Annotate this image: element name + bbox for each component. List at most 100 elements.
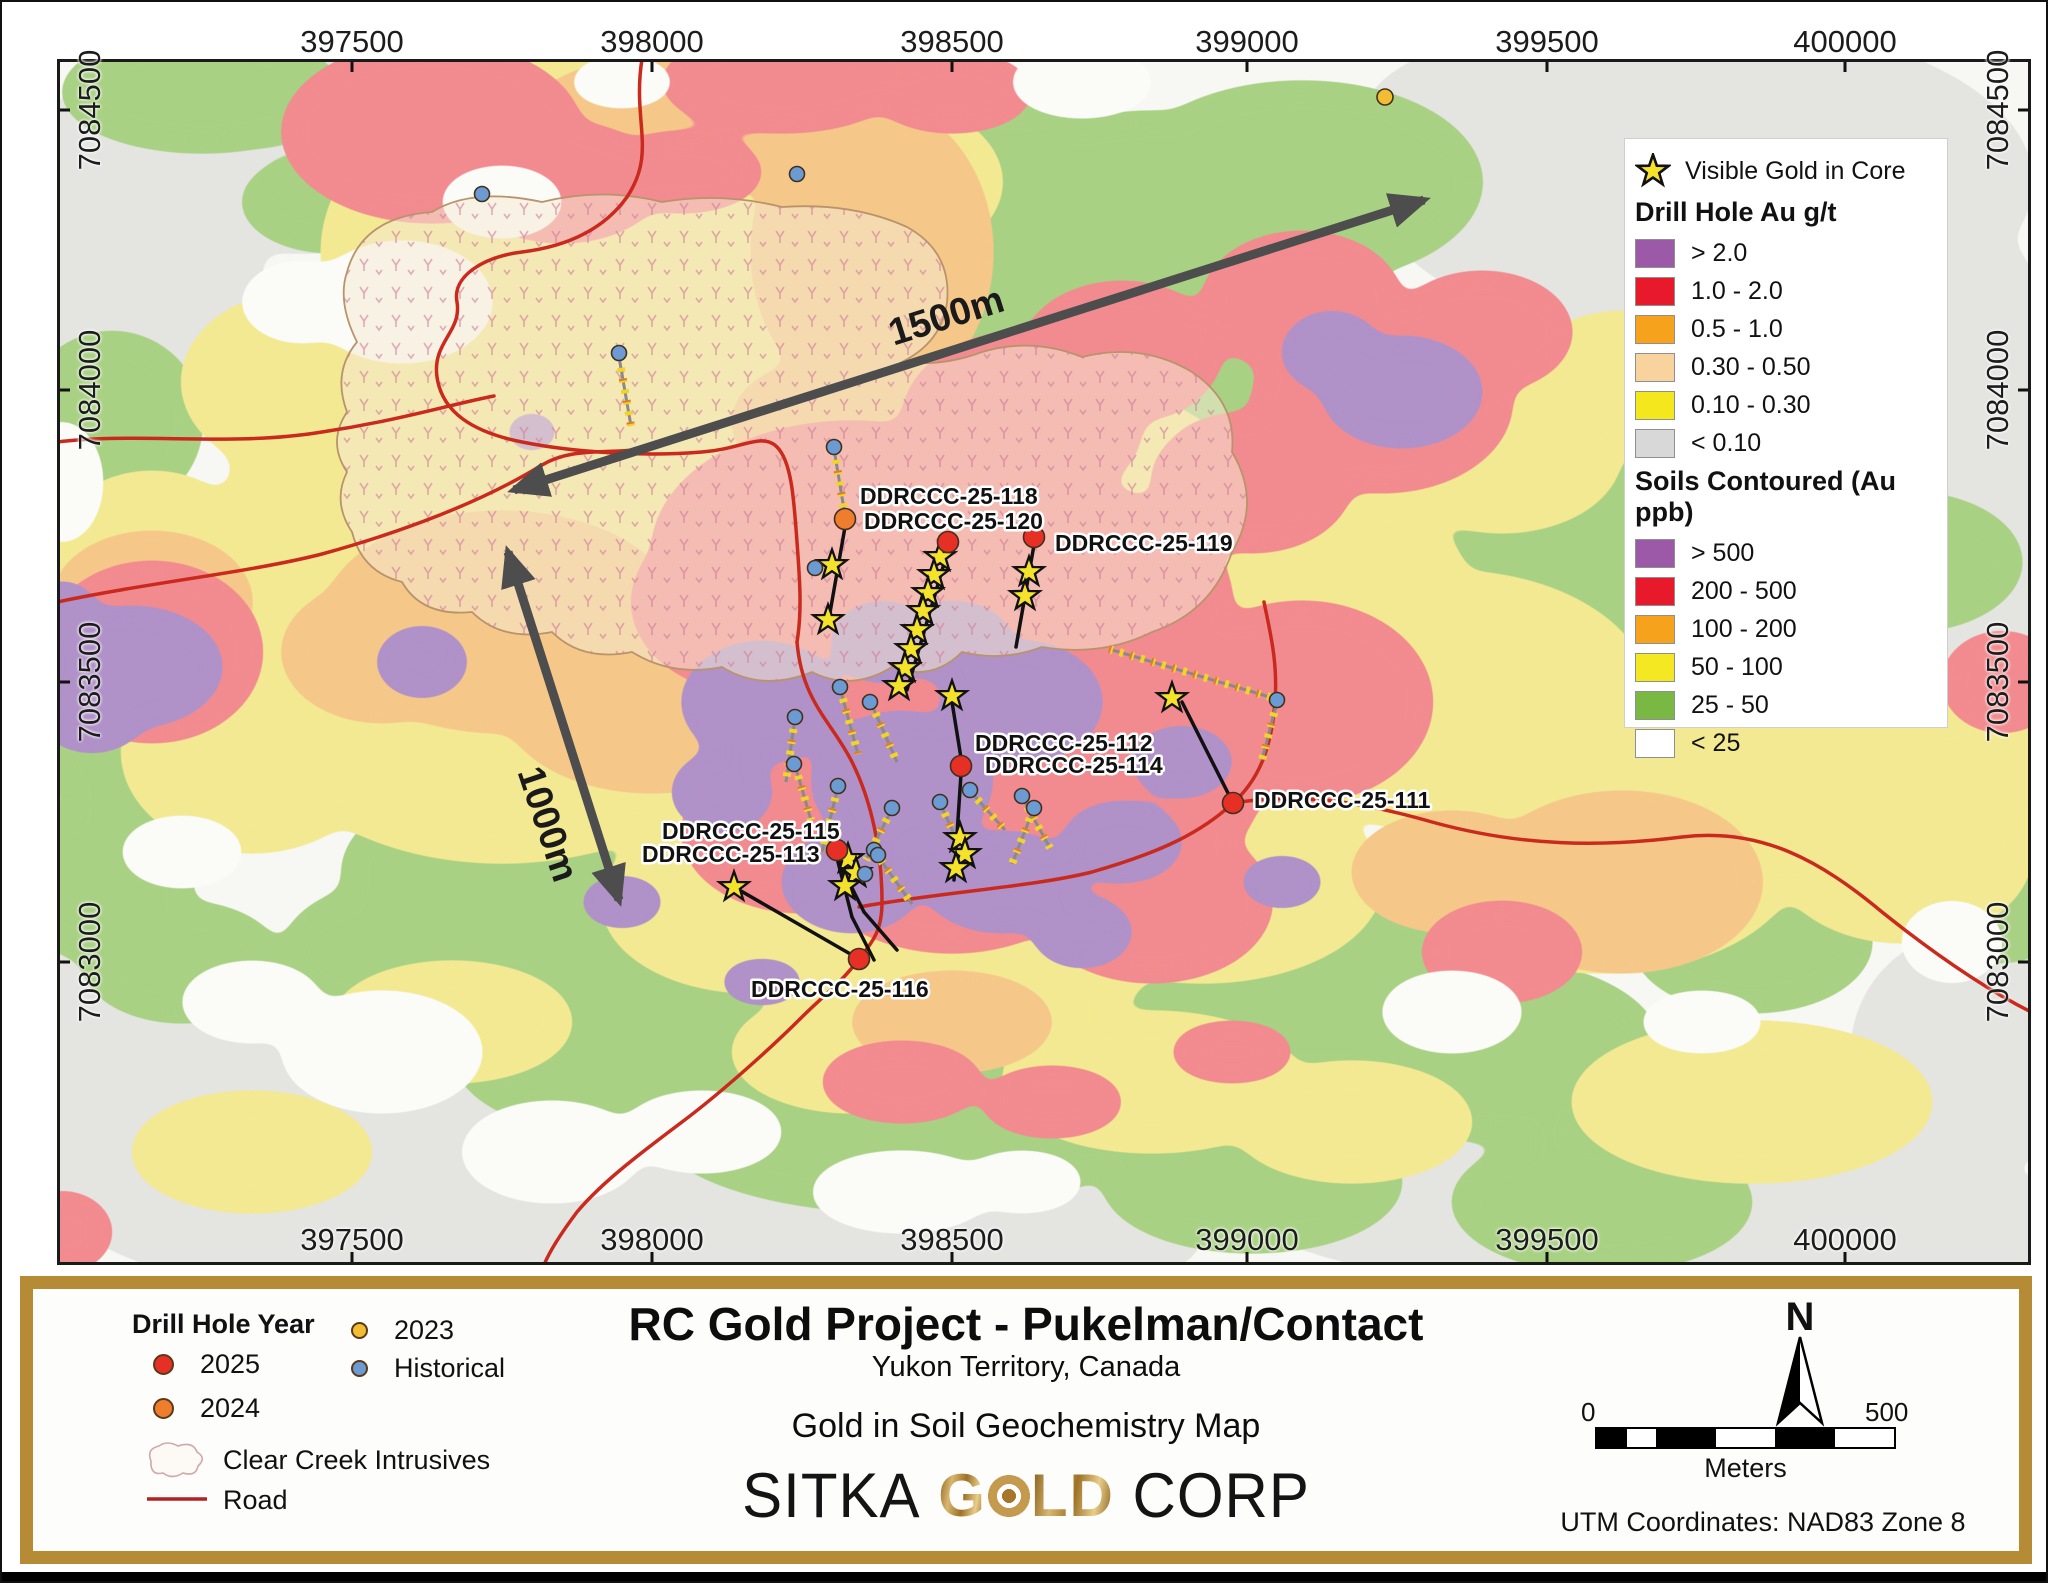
scalebar-segment (1597, 1429, 1627, 1447)
legend-row: 0.5 - 1.0 (1635, 310, 1935, 348)
collar-dot-Historical (785, 755, 803, 773)
visible-gold-star-icon (946, 834, 984, 870)
collar-dot-Historical (788, 165, 806, 183)
visible-gold-star-icon (880, 666, 918, 702)
year-label: 2025 (200, 1349, 261, 1379)
collar-dot-Historical (829, 777, 847, 795)
legend-row: 0.10 - 0.30 (1635, 386, 1935, 424)
scalebar-unit-label: Meters (1704, 1453, 1787, 1483)
visible-gold-star-icon (898, 610, 936, 646)
soils-legend-rows: > 500 200 - 500 100 - 200 50 - 100 25 - 50 < … (1635, 534, 1935, 762)
drill-hole-label: DDRCCC-25-112 (975, 730, 1153, 756)
visible-gold-star-icon (826, 866, 864, 902)
year-label: 2024 (200, 1393, 261, 1423)
legend-swatch (1635, 538, 1675, 568)
legend-swatch (1635, 314, 1675, 344)
logo-gold-ld: LD (1030, 1462, 1115, 1529)
year-dot-icon (351, 1360, 368, 1377)
legend-swatch (1635, 614, 1675, 644)
legend-row: > 500 (1635, 534, 1935, 572)
drill-hole-label: DDRCCC-25-115 (662, 818, 840, 844)
scalebar-segment (1626, 1429, 1657, 1447)
star-icon (1635, 153, 1671, 188)
grid-label: 7083000 (1980, 901, 2015, 1023)
visible-gold-star-icon (1153, 678, 1191, 714)
scalebar-start-label: 0 (1581, 1397, 1596, 1427)
collar-dot-Historical (473, 185, 491, 203)
year-dot-icon (153, 1398, 174, 1419)
year-legend-title: Drill Hole Year (132, 1309, 315, 1339)
visible-gold-star-icon (813, 545, 851, 581)
logo-gold-g: G (938, 1462, 987, 1529)
grid-label: 398500 (900, 1222, 1004, 1257)
scalebar-segment (1715, 1429, 1776, 1447)
drill-hole-label: DDRCCC-25-111 (1254, 787, 1431, 813)
legend-row-label: 50 - 100 (1691, 652, 1783, 681)
drill-hole-label: DDRCCC-25-113 (642, 841, 820, 867)
visible-gold-star-icon (886, 648, 924, 684)
visible-gold-star-icon (892, 629, 930, 665)
grid-label: 399500 (1495, 24, 1599, 59)
road-legend-icon (147, 1497, 207, 1501)
legend-swatch (1635, 728, 1675, 758)
visible-gold-star-icon (904, 591, 942, 627)
drill-hole-label: DDRCCC-25-118 (860, 483, 1038, 509)
year-dot-icon (351, 1322, 368, 1339)
grid-label: 398500 (900, 24, 1004, 59)
collar-dot-2025 (847, 947, 871, 971)
legend-row-label: > 500 (1691, 538, 1755, 567)
collar-dot-Historical (1268, 691, 1286, 709)
scalebar-segment (1656, 1429, 1716, 1447)
visible-gold-star-icon (915, 555, 953, 591)
visible-gold-star-icon (1010, 552, 1048, 588)
grid-label: 399000 (1195, 24, 1299, 59)
collar-dot-Historical (931, 793, 949, 811)
year-label: Historical (394, 1353, 506, 1383)
legend-row: 0.30 - 0.50 (1635, 348, 1935, 386)
legend-swatch (1635, 652, 1675, 682)
legend-row: < 0.10 (1635, 424, 1935, 462)
logo-o-icon (986, 1474, 1031, 1518)
map-type-label: Gold in Soil Geochemistry Map (791, 1407, 1261, 1445)
logo-sitka: SITKA (742, 1460, 921, 1531)
legend-row: 50 - 100 (1635, 648, 1935, 686)
collar-dots-layer (473, 88, 1394, 971)
intrusives-legend-label: Clear Creek Intrusives (223, 1445, 491, 1475)
year-legend-item: 2025 (153, 1349, 260, 1380)
map-title: RC Gold Project - Pukelman/Contact (628, 1298, 1424, 1350)
collar-dot-Historical (1025, 799, 1043, 817)
grid-label: 397500 (300, 1222, 404, 1257)
visible-gold-row: Visible Gold in Core (1635, 149, 1935, 193)
visible-gold-star-icon (809, 600, 847, 636)
legend-row-label: < 25 (1691, 728, 1741, 757)
collar-dot-Historical (869, 846, 887, 864)
legend-swatch (1635, 238, 1675, 268)
year-legend-item: 2024 (153, 1393, 260, 1424)
grid-label: 7084000 (72, 329, 107, 451)
drill-hole-label: DDRCCC-25-116 (751, 976, 929, 1002)
legend-row-label: 0.10 - 0.30 (1691, 390, 1811, 419)
collar-dot-Historical (610, 344, 628, 362)
collar-dot-2023 (1376, 88, 1394, 106)
legend-row: 100 - 200 (1635, 610, 1935, 648)
north-arrow-icon (1775, 1336, 1825, 1427)
grid-label: 7084000 (1980, 329, 2015, 451)
visible-gold-star-icon (909, 573, 947, 609)
collar-dot-Historical (883, 799, 901, 817)
visible-gold-label: Visible Gold in Core (1685, 156, 1906, 185)
grid-label: 399000 (1195, 1222, 1299, 1257)
visible-gold-star-icon (933, 676, 971, 712)
legend-row-label: 200 - 500 (1691, 576, 1797, 605)
collar-dot-Historical (861, 693, 879, 711)
company-logo: SITKA G LD CORP (33, 1460, 2019, 1531)
utm-note: UTM Coordinates: NAD83 Zone 8 (1560, 1507, 1966, 1537)
collar-dot-Historical (856, 865, 874, 883)
grid-label: 7084500 (1980, 49, 2015, 171)
scalebar (1595, 1427, 1896, 1449)
north-label: N (1785, 1295, 1815, 1339)
legend-row-label: 0.5 - 1.0 (1691, 314, 1783, 343)
grid-label: 400000 (1793, 1222, 1897, 1257)
legend-row: 1.0 - 2.0 (1635, 272, 1935, 310)
